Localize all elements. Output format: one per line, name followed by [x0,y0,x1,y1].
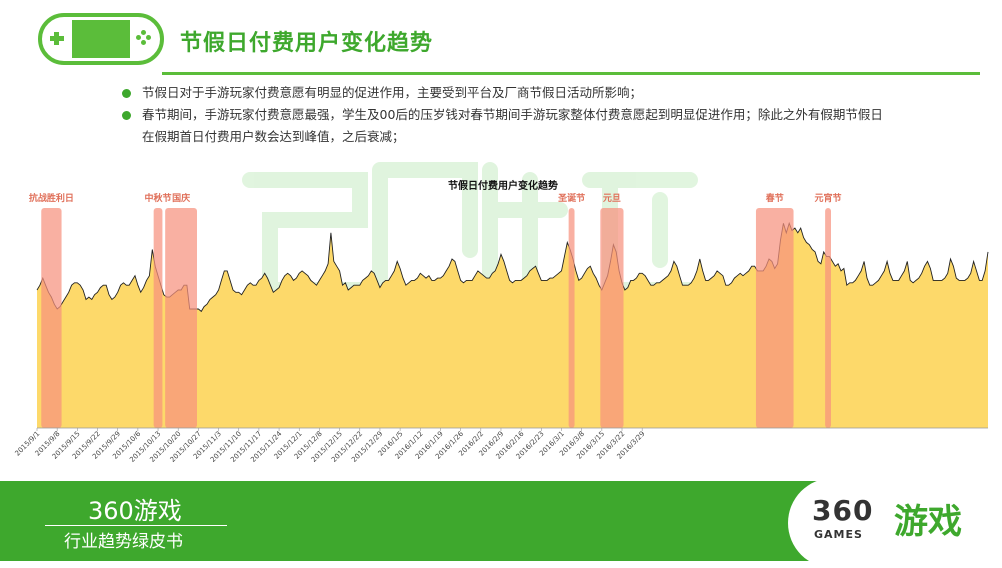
holiday-band [568,208,575,428]
bullet-text: 节假日对于手游玩家付费意愿有明显的促进作用，主要受到平台及厂商节假日活动所影响； [142,85,643,100]
holiday-band [41,208,62,428]
holiday-label: 中秋节 [145,192,172,204]
bullet-dot-icon [122,111,131,120]
bullet-item: 节假日对于手游玩家付费意愿有明显的促进作用，主要受到平台及厂商节假日活动所影响； [120,82,920,104]
bullet-dot-icon [122,89,131,98]
holiday-label: 春节 [765,192,784,204]
holiday-payer-trend-chart: 节假日付费用户变化趋势 抗战胜利日 中秋节 国庆 圣诞节 元旦 春节 元宵节 2015/9/… [14,179,989,464]
bullet-text: 春节期间，手游玩家付费意愿最强，学生及00后的压岁钱对春节期间手游玩家整体付费意… [142,107,883,122]
holiday-band [153,208,163,428]
footer-subtitle: 行业趋势绿皮书 [64,532,183,552]
footer-rule [45,525,227,526]
holiday-label: 圣诞节 [558,192,585,204]
footer-360games-logo: 360 GAMES 游戏 [788,478,1002,568]
series-area-fill [37,223,988,428]
page-title: 节假日付费用户变化趋势 [180,31,434,56]
holiday-band [825,208,831,428]
bullet-item: 春节期间，手游玩家付费意愿最强，学生及00后的压岁钱对春节期间手游玩家整体付费意… [120,104,920,126]
holiday-label: 元旦 [603,193,621,204]
holiday-band [755,208,794,428]
header: 节假日付费用户变化趋势 [0,0,1002,80]
holiday-label: 国庆 [172,192,190,204]
logo-games-text: GAMES [814,528,863,541]
header-divider [162,72,980,75]
bullet-item-continued: 在假期首日付费用户数会达到峰值，之后衰减； [120,126,920,148]
bullet-list: 节假日对于手游玩家付费意愿有明显的促进作用，主要受到平台及厂商节假日活动所影响；… [120,82,920,148]
gamepad-logo-icon [38,13,164,65]
footer-brand: 360游戏 [88,497,182,525]
holiday-band [165,208,197,428]
holiday-band [600,208,624,428]
holiday-label: 抗战胜利日 [29,192,74,204]
chart-title: 节假日付费用户变化趋势 [448,179,558,192]
bullet-text: 在假期首日付费用户数会达到峰值，之后衰减； [142,129,405,144]
holiday-label: 元宵节 [815,192,842,204]
logo-number: 360 [812,494,874,527]
logo-chinese-text: 游戏 [894,502,962,542]
